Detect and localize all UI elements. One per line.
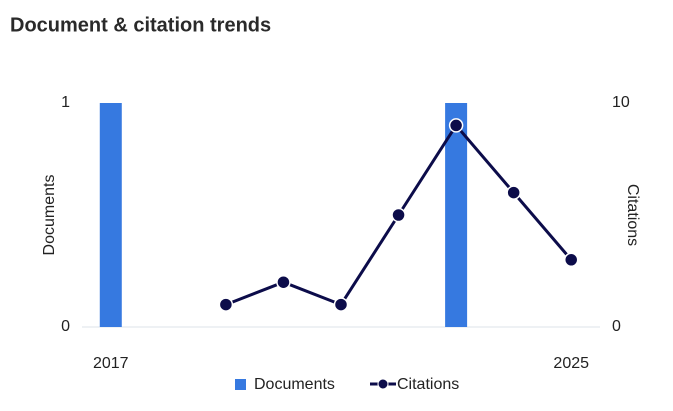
y-tick-label: 1	[61, 94, 70, 111]
bar	[445, 103, 468, 327]
legend-swatch	[235, 379, 246, 390]
point	[506, 185, 521, 200]
x-tick-label: 2025	[553, 355, 589, 372]
y2-axis-label: Citations	[624, 184, 641, 246]
y-axis-label: Documents	[41, 175, 58, 256]
point	[391, 207, 406, 223]
y-tick-label: 0	[61, 318, 70, 335]
y2-tick-label: 10	[612, 94, 630, 111]
point	[563, 252, 579, 268]
legend-swatch	[377, 378, 389, 390]
chart-title: Document & citation trends	[10, 14, 271, 36]
point	[276, 274, 291, 290]
y2-tick-label: 0	[612, 318, 621, 335]
point	[333, 297, 349, 312]
legend-label: Documents	[254, 376, 335, 393]
point	[218, 297, 234, 312]
point	[448, 118, 464, 133]
bar	[99, 103, 122, 327]
x-tick-label: 2017	[93, 355, 129, 372]
legend-label: Citations	[397, 376, 459, 393]
